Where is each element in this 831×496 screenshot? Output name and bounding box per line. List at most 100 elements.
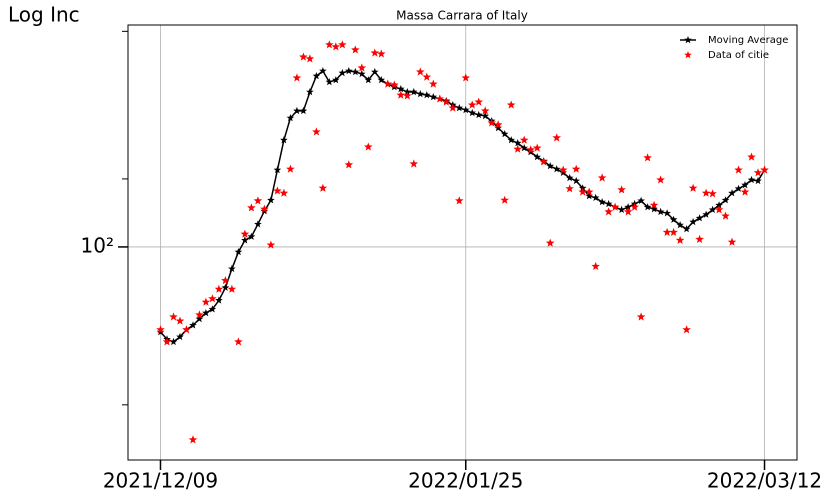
marker [695,234,704,243]
marker [234,337,243,346]
marker [474,97,483,106]
marker [565,184,574,193]
marker [286,114,295,122]
marker [429,93,438,101]
marker [708,189,717,198]
marker [338,40,347,49]
marker [409,159,419,168]
marker [247,232,256,240]
marker [351,67,360,76]
marker [584,187,594,196]
plot-frame [127,24,798,461]
marker [539,157,548,166]
marker [240,229,250,238]
marker [208,294,217,303]
marker [656,207,665,216]
marker [344,160,354,169]
marker [533,153,541,161]
marker [754,176,762,185]
marker [747,175,756,184]
marker [202,309,210,317]
marker [175,316,185,325]
y-tick-label: 10² [81,233,114,257]
marker [708,205,717,213]
marker [201,297,211,306]
marker [208,305,217,313]
marker [578,187,587,196]
legend-label: Moving Average [708,35,788,46]
marker [468,100,477,109]
marker [455,104,464,112]
marker [520,144,528,152]
marker [636,312,646,321]
marker [358,69,366,78]
y-axis-label: Log Inc [8,3,80,27]
marker [532,143,542,152]
marker [591,261,600,270]
x-tick-label: 2022/03/12 [707,469,822,493]
marker [565,173,574,182]
marker [241,236,249,244]
marker [701,188,711,197]
marker [410,88,418,96]
marker [299,52,308,61]
marker [188,435,198,444]
marker [481,106,490,115]
marker [364,76,373,84]
marker [214,284,224,293]
marker [487,118,496,127]
marker [597,173,607,182]
marker [351,45,360,54]
marker [312,72,321,80]
marker [559,168,567,176]
marker [637,196,645,204]
marker [448,103,457,112]
marker [650,205,658,213]
marker [273,166,282,174]
marker [624,203,632,211]
marker [558,165,568,174]
marker [396,90,406,99]
marker [623,207,633,216]
marker [403,91,412,100]
marker [416,90,425,98]
marker [228,264,236,273]
marker [675,235,685,244]
marker [416,67,425,76]
marker [702,210,710,218]
marker [227,284,237,293]
marker [169,312,178,321]
marker [429,79,438,88]
marker [552,165,561,173]
marker [571,164,581,173]
marker [195,314,204,323]
marker [630,202,639,211]
marker [156,325,165,334]
marker [254,220,262,228]
x-tick-label: 2022/01/25 [408,469,523,493]
marker [377,49,386,58]
marker [604,199,613,208]
marker [585,192,593,200]
marker [331,42,341,51]
marker [390,80,399,89]
marker [279,188,289,197]
marker [162,337,172,346]
marker [221,276,230,285]
x-tick-label: 2021/12/09 [103,469,218,493]
marker [721,196,730,204]
marker [656,175,665,184]
marker [740,187,750,196]
marker [156,328,165,336]
marker [643,153,652,162]
marker [688,183,698,192]
marker [423,91,431,99]
marker [676,221,684,229]
marker [260,204,269,213]
marker [610,202,620,211]
marker [319,67,327,75]
chart-title: Massa Carrara of Italy [396,9,528,23]
marker [306,88,314,96]
marker [312,127,321,136]
marker [669,227,678,236]
